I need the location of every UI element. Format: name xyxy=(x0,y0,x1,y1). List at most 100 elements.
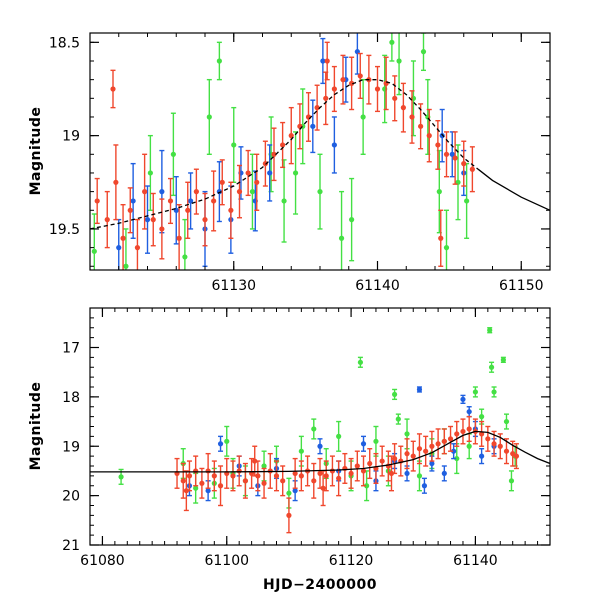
bottom-red-data-point xyxy=(317,457,323,489)
top-red-data-point xyxy=(314,84,320,131)
top-green-data-point xyxy=(396,33,402,96)
top-red-data-point xyxy=(236,164,243,219)
top-red-data-point xyxy=(400,82,406,133)
top-green-data-point xyxy=(123,228,129,270)
top-blue-data-point xyxy=(310,99,316,154)
top-red-data-point xyxy=(219,159,225,206)
top-red-data-point xyxy=(280,121,286,169)
bottom-green-data-point xyxy=(224,425,230,457)
top-red-data-point xyxy=(245,149,251,197)
top-red-data-point xyxy=(469,146,475,193)
top-red-data-point xyxy=(193,168,199,215)
bottom-red-data-point xyxy=(252,445,258,477)
bottom-red-data-point xyxy=(398,445,404,477)
top-red-data-point xyxy=(104,190,110,249)
bottom-red-data-point xyxy=(180,462,186,499)
top-blue-data-point xyxy=(331,116,337,174)
bottom-green-data-point xyxy=(472,386,479,398)
bottom-red-data-point xyxy=(503,438,510,465)
top-red-data-point xyxy=(331,65,337,113)
top-red-data-point xyxy=(228,181,234,239)
bottom-x-tick-label: 61140 xyxy=(453,553,498,569)
top-model-curve-dashed xyxy=(90,79,479,230)
bottom-green-data-point xyxy=(357,356,364,368)
bottom-y-tick-label: 21 xyxy=(62,538,80,554)
bottom-red-data-point xyxy=(205,452,211,489)
top-green-data-point xyxy=(443,209,450,270)
bottom-red-data-point xyxy=(485,425,491,452)
bottom-red-data-point xyxy=(454,420,460,447)
bottom-red-data-point xyxy=(429,430,435,462)
top-x-tick-label: 61140 xyxy=(355,278,400,294)
top-red-data-point xyxy=(271,127,277,182)
top-y-tick-label: 19 xyxy=(62,129,80,145)
top-blue-data-point xyxy=(320,37,326,85)
bottom-green-data-point xyxy=(395,413,401,425)
top-red-data-point xyxy=(288,106,294,165)
top-model-curve xyxy=(477,168,550,211)
top-red-data-point xyxy=(159,198,165,260)
bottom-red-data-point xyxy=(479,420,485,447)
bottom-red-data-point xyxy=(342,452,348,484)
bottom-green-data-point xyxy=(391,388,398,401)
top-data-layer xyxy=(90,33,550,270)
bottom-green-data-point xyxy=(491,386,497,398)
top-green-data-point xyxy=(317,153,323,230)
bottom-red-data-point xyxy=(447,425,454,452)
top-red-data-point xyxy=(392,75,398,122)
top-green-data-point xyxy=(147,134,153,211)
top-green-data-point xyxy=(231,106,237,183)
bottom-blue-data-point xyxy=(317,438,323,455)
bottom-red-data-point xyxy=(261,467,267,499)
bottom-blue-data-point xyxy=(460,394,466,404)
top-green-data-point xyxy=(360,78,366,155)
bottom-red-data-point xyxy=(242,462,249,499)
top-y-tick-label: 19.5 xyxy=(49,222,80,238)
top-green-data-point xyxy=(389,33,395,62)
top-red-data-point xyxy=(134,218,141,270)
bottom-green-data-point xyxy=(488,361,495,373)
bottom-blue-data-point xyxy=(466,406,472,418)
top-green-data-point xyxy=(249,153,256,230)
bottom-red-data-point xyxy=(236,455,242,487)
bottom-red-data-point xyxy=(199,467,205,499)
bottom-green-data-point xyxy=(503,413,510,430)
bottom-green-data-point xyxy=(508,470,515,492)
bottom-red-data-point xyxy=(379,445,385,477)
bottom-red-data-point xyxy=(391,443,398,475)
bottom-green-data-point xyxy=(487,327,493,334)
bottom-red-data-point xyxy=(354,450,360,482)
top-red-data-point xyxy=(438,209,444,267)
top-red-data-point xyxy=(262,140,268,187)
top-red-data-point xyxy=(176,203,182,270)
top-red-data-point xyxy=(349,56,355,111)
top-red-data-point xyxy=(418,103,424,150)
bottom-red-data-point xyxy=(183,470,189,512)
top-plot-frame xyxy=(89,32,551,271)
bottom-red-data-point xyxy=(286,497,292,534)
bottom-red-data-point xyxy=(348,457,354,489)
bottom-red-data-point xyxy=(466,415,472,443)
bottom-axes: 61080 61100 61120 61140 17 18 19 20 21 xyxy=(62,307,551,569)
bottom-red-data-point xyxy=(367,448,373,480)
bottom-x-tick-label: 61100 xyxy=(204,553,249,569)
bottom-blue-data-point xyxy=(421,477,428,494)
bottom-x-axis-label: HJD−2400000 xyxy=(263,577,377,593)
bottom-red-data-point xyxy=(311,462,317,499)
top-green-data-point xyxy=(91,213,97,270)
bottom-plot-frame xyxy=(89,307,551,546)
bottom-red-data-point xyxy=(298,460,304,492)
bottom-red-data-point xyxy=(404,438,410,470)
top-red-data-point xyxy=(202,192,208,247)
top-axes: 61130 61140 61150 18.5 19 19.5 xyxy=(49,33,551,294)
bottom-red-data-point xyxy=(323,460,329,492)
bottom-red-data-point xyxy=(360,455,367,487)
bottom-y-tick-label: 20 xyxy=(62,489,80,505)
bottom-red-data-point xyxy=(441,428,447,455)
top-green-data-point xyxy=(338,190,345,270)
top-green-data-point xyxy=(216,41,222,81)
top-red-data-point xyxy=(150,192,156,247)
bottom-red-data-point xyxy=(435,428,441,460)
bottom-red-data-point xyxy=(224,457,230,489)
